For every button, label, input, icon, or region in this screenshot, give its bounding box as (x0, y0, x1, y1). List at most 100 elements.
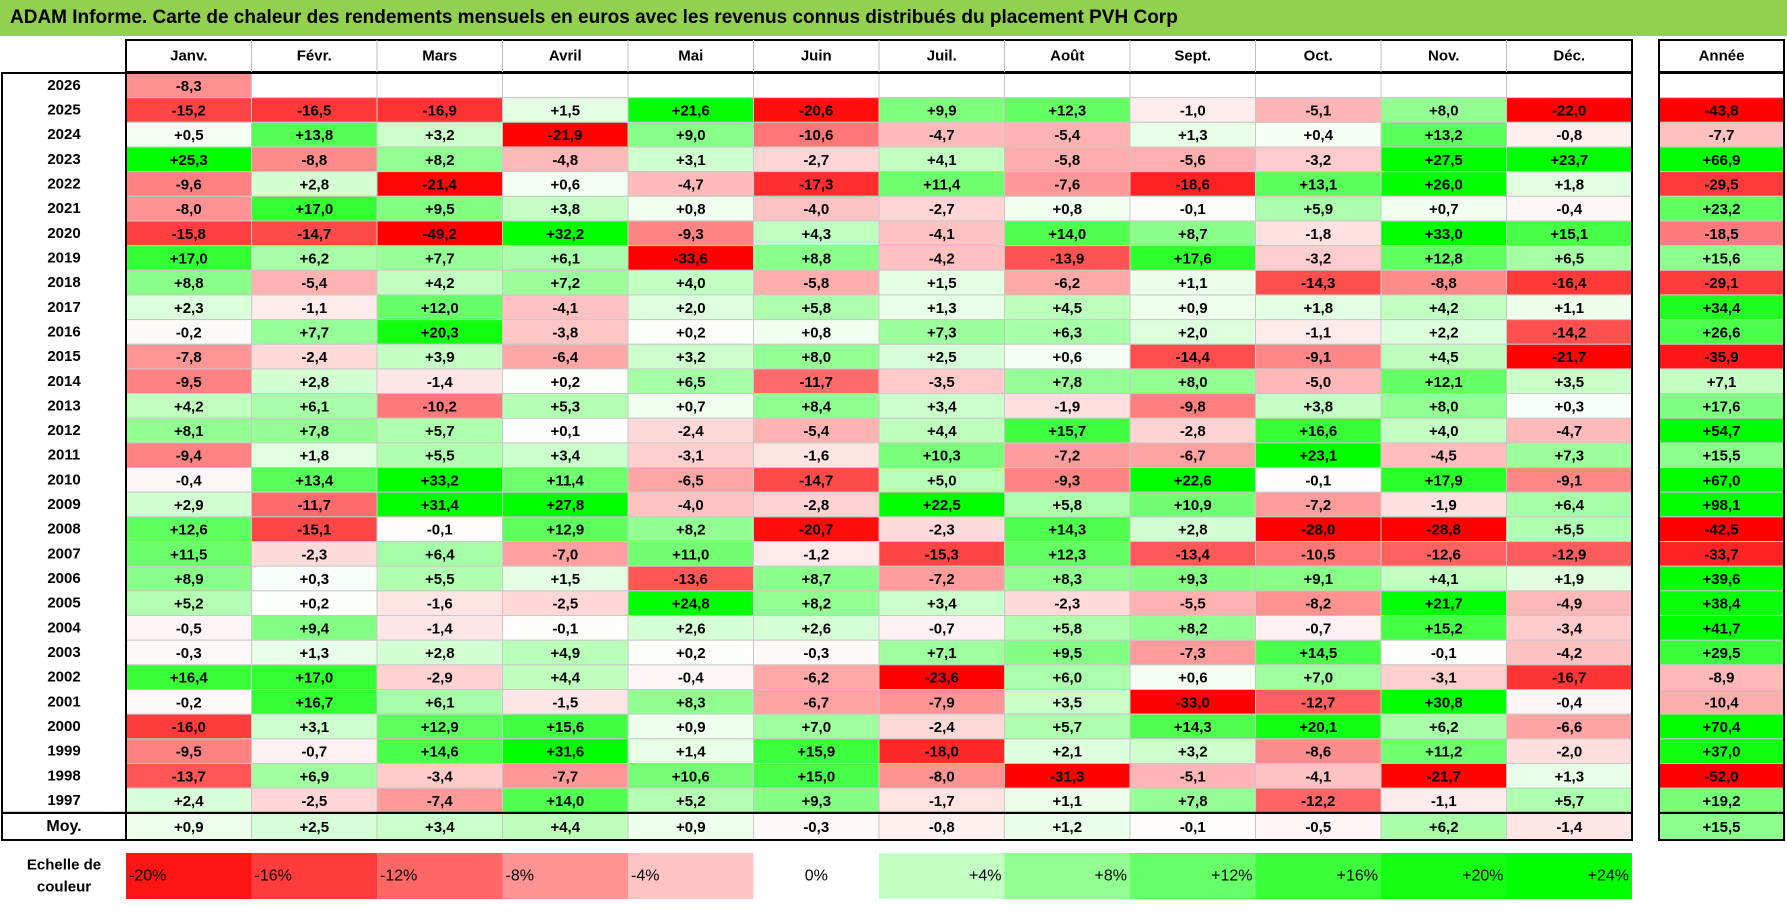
heatmap-cell (1129, 762, 1256, 789)
heatmap-cell (1506, 97, 1633, 123)
heatmap-cell (1255, 269, 1382, 296)
heatmap-cell (502, 541, 629, 567)
cell-value: +7,3 (927, 324, 957, 341)
cell-value: +0,2 (676, 324, 706, 341)
cell-value: +2,0 (676, 300, 706, 317)
heatmap-cell (376, 664, 503, 691)
cell-value: -5,6 (1180, 152, 1206, 169)
cell-value: -5,5 (1180, 596, 1206, 613)
cell-value: -22,0 (1552, 102, 1586, 119)
heatmap-cell (1506, 738, 1633, 764)
cell-value: +4,4 (927, 423, 957, 440)
cell-value: +6,2 (299, 250, 329, 267)
heatmap-cell (125, 713, 252, 740)
cell-value: +7,1 (927, 645, 957, 662)
heatmap-cell (627, 738, 754, 764)
heatmap-cell (1506, 417, 1633, 444)
heatmap-cell (502, 417, 629, 444)
heatmap-cell (753, 516, 880, 543)
cell-value: +4,3 (801, 226, 831, 243)
month-header: Août (1050, 48, 1084, 65)
cell-value: -0,5 (176, 620, 202, 637)
cell-value: +9,5 (1052, 645, 1082, 662)
cell-value: -4,1 (929, 226, 955, 243)
cell-value: -0,1 (1180, 201, 1206, 218)
month-header: Juil. (927, 48, 957, 65)
heatmap-cell (1255, 245, 1382, 271)
cell-value: +8,3 (676, 694, 706, 711)
heatmap-cell (627, 664, 754, 691)
cell-value: +3,1 (676, 152, 706, 169)
cell-value: -4,7 (929, 127, 955, 144)
cell-value: +0,8 (801, 324, 831, 341)
heatmap-cell (1255, 491, 1382, 518)
cell-value: -4,9 (1556, 596, 1582, 613)
scale-step-label: +12% (1211, 868, 1252, 885)
heatmap-cell (627, 467, 754, 493)
heatmap-cell (627, 195, 754, 222)
cell-value: -2,5 (301, 793, 327, 810)
cell-value: -12,7 (1301, 694, 1335, 711)
cell-value: +2,6 (801, 620, 831, 637)
cell-value: -33,0 (1176, 694, 1210, 711)
cell-value: +1,3 (1178, 127, 1208, 144)
scale-label: couleur (37, 879, 91, 896)
cell-value: -20,6 (799, 102, 833, 119)
heatmap-cell (251, 417, 378, 444)
cell-value: +0,2 (550, 374, 580, 391)
heatmap-cell (1506, 343, 1633, 370)
cell-value: +5,3 (550, 398, 580, 415)
heatmap-cell (1506, 294, 1633, 321)
cell-value: +8,9 (174, 571, 204, 588)
cell-value: +8,4 (801, 398, 831, 415)
cell-value: -0,3 (176, 645, 202, 662)
heatmap-cell (1255, 516, 1382, 543)
heatmap-cell (627, 393, 754, 419)
heatmap-cell (1255, 541, 1382, 567)
cell-value: +12,0 (421, 300, 459, 317)
heatmap-cell (1129, 171, 1256, 197)
cell-value: -2,4 (301, 349, 328, 366)
cell-value: +0,9 (676, 719, 706, 736)
cell-value: -8,3 (176, 78, 202, 95)
cell-value: -7,3 (1180, 645, 1206, 662)
cell-value: +7,7 (425, 250, 455, 267)
cell-value: -1,4 (427, 374, 454, 391)
cell-value: +2,2 (1429, 324, 1459, 341)
cell-value: -28,8 (1427, 522, 1461, 539)
cell-value: +5,8 (1052, 620, 1082, 637)
cell-value: +13,4 (295, 472, 334, 489)
average-cell (1004, 812, 1131, 841)
cell-value: +13,2 (1425, 127, 1463, 144)
cell-value: -1,4 (427, 620, 454, 637)
cell-value: +23,1 (1299, 448, 1337, 465)
cell-value: +20,3 (421, 324, 459, 341)
cell-value: -0,3 (803, 645, 829, 662)
annual-cell (1658, 762, 1785, 789)
annual-value: +7,1 (1707, 374, 1737, 391)
cell-value: +0,6 (550, 176, 580, 193)
heatmap-cell (1004, 220, 1131, 247)
annual-value: +15,5 (1703, 448, 1741, 465)
year-label: 2023 (47, 151, 80, 168)
cell-value: -33,6 (674, 250, 708, 267)
annual-value: -8,9 (1709, 670, 1735, 687)
cell-value: +0,8 (1052, 201, 1082, 218)
cell-value: -12,2 (1301, 793, 1335, 810)
cell-value: -7,8 (176, 349, 202, 366)
heatmap-cell (251, 689, 378, 715)
average-value: -0,3 (803, 819, 829, 836)
cell-value: +14,3 (1048, 522, 1086, 539)
cell-value: +3,1 (299, 719, 329, 736)
cell-value: +4,0 (1429, 423, 1459, 440)
cell-value: +4,2 (174, 398, 204, 415)
heatmap-cell (1129, 590, 1256, 617)
heatmap-cell (1004, 615, 1131, 641)
cell-value: -49,2 (423, 226, 457, 243)
cell-value: -23,6 (925, 670, 959, 687)
cell-value: +8,7 (1178, 226, 1208, 243)
cell-value: +6,1 (550, 250, 580, 267)
cell-value: -21,7 (1552, 349, 1586, 366)
heatmap-cell (627, 269, 754, 296)
